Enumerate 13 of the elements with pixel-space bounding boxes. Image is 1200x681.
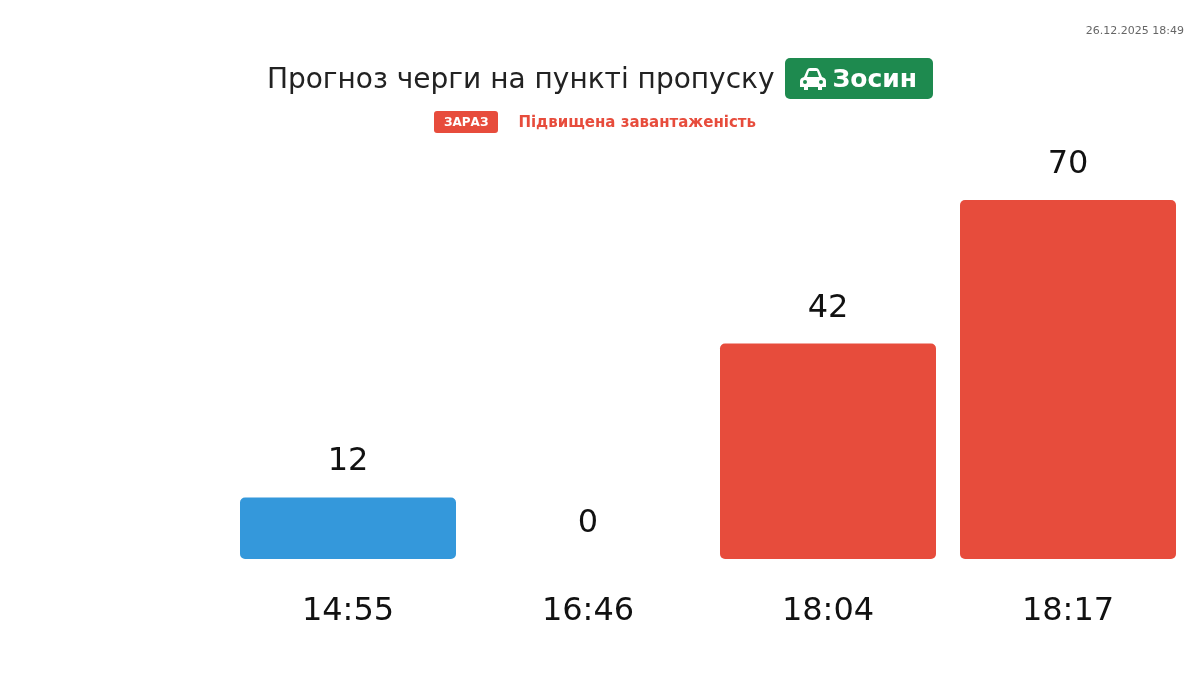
text: ЗАРАЗ xyxy=(433,111,499,133)
text: Підвищена завантаженість xyxy=(518,113,756,131)
x-tick-label: 18:04 xyxy=(781,590,875,628)
text: Зосин xyxy=(832,64,918,93)
x-tick-label: 18:17 xyxy=(1021,590,1115,628)
x-tick-label: 16:46 xyxy=(541,590,635,628)
chart-title: Прогноз черги на пункті пропуску xyxy=(266,62,775,95)
data-label: 42 xyxy=(807,286,849,325)
text: 26.12.2025 18:49 xyxy=(1085,24,1184,37)
data-label: 0 xyxy=(577,502,599,540)
data-label: 12 xyxy=(327,440,369,479)
x-tick-label: 14:55 xyxy=(301,590,395,628)
data-label: 70 xyxy=(1047,143,1089,181)
